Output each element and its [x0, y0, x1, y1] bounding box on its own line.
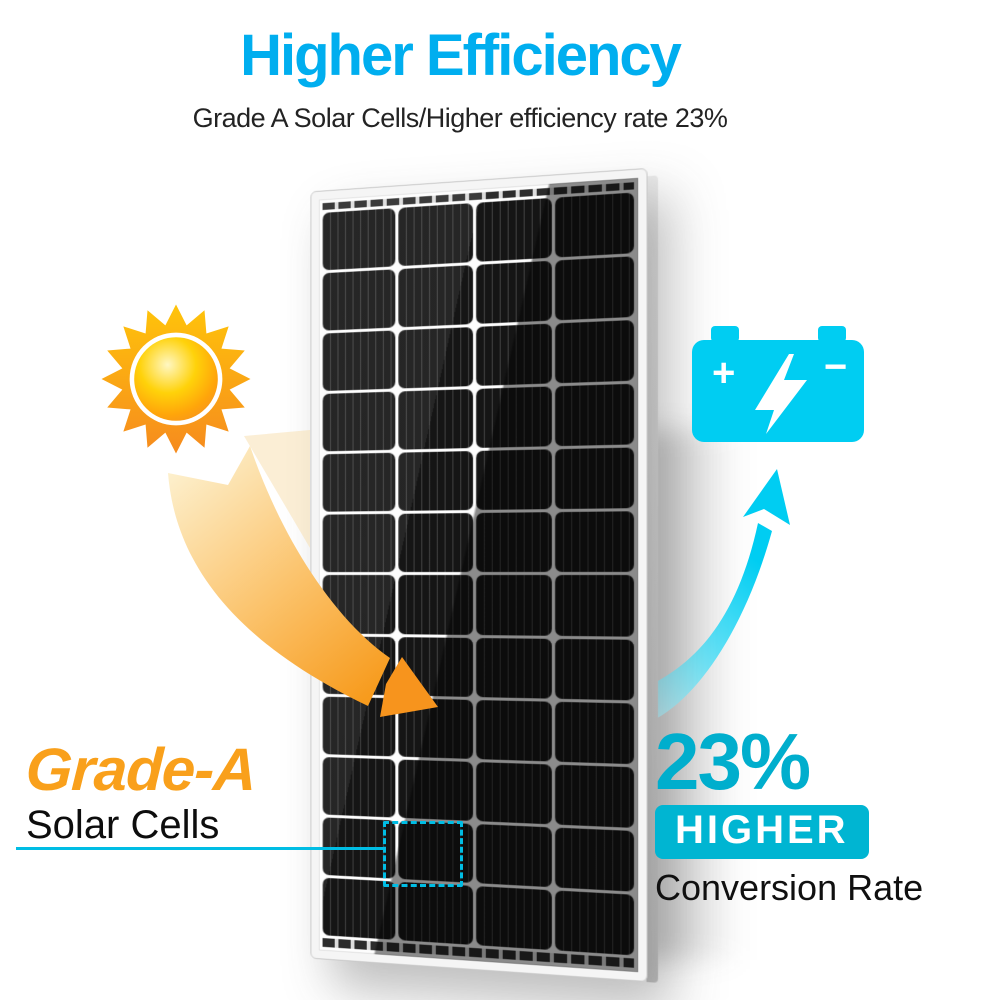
- solar-cell: [322, 208, 396, 271]
- solar-cell: [475, 637, 553, 699]
- solar-cell: [475, 699, 553, 762]
- solar-cell: [475, 575, 553, 636]
- solar-cell: [475, 449, 553, 511]
- sun-disc: [134, 337, 218, 421]
- solar-cell: [322, 330, 396, 392]
- solar-cell: [397, 327, 473, 389]
- solar-cell: [397, 759, 473, 821]
- sun-beam: [244, 430, 310, 548]
- conversion-callout: 23% HIGHER Conversion Rate: [655, 722, 923, 909]
- battery-terminal-positive: [711, 326, 739, 342]
- conversion-rate-label: Conversion Rate: [655, 867, 924, 908]
- solar-cell: [555, 890, 634, 956]
- solar-cell: [555, 192, 634, 258]
- higher-badge: HIGHER: [655, 805, 869, 859]
- battery-minus-sign: −: [824, 345, 847, 389]
- sun-to-panel-arrow-icon: [168, 430, 438, 717]
- solar-cell: [555, 511, 634, 573]
- solar-cell: [555, 447, 634, 510]
- solar-cell: [475, 823, 553, 888]
- solar-cell: [475, 260, 553, 325]
- solar-cells-label: Solar Cells: [26, 803, 220, 847]
- page-subtitle: Grade A Solar Cells/Higher efficiency ra…: [192, 103, 728, 133]
- grade-a-heading: Grade-A: [24, 736, 258, 803]
- solar-cell: [397, 203, 473, 267]
- lightning-bolt-icon: [755, 354, 807, 434]
- header: Higher Efficiency Grade A Solar Cells/Hi…: [0, 22, 920, 134]
- solar-cell: [475, 386, 553, 449]
- solar-cell: [555, 701, 634, 764]
- solar-cell: [475, 323, 553, 387]
- highlight-connector-line: [16, 847, 384, 850]
- page-title: Higher Efficiency: [240, 23, 682, 88]
- percent-value: 23%: [655, 717, 811, 806]
- battery-terminal-negative: [818, 326, 846, 342]
- solar-cell: [555, 383, 634, 447]
- sun-icon: [101, 304, 251, 454]
- solar-cell: [555, 638, 634, 701]
- solar-cell: [555, 575, 634, 637]
- solar-cell: [555, 764, 634, 828]
- cell-highlight-box: [383, 821, 463, 887]
- solar-cell: [322, 756, 396, 818]
- solar-cell: [555, 256, 634, 321]
- battery-plus-sign: +: [712, 351, 735, 395]
- grade-a-callout: Grade-A Solar Cells: [24, 736, 258, 847]
- solar-cell: [555, 827, 634, 892]
- solar-cell: [322, 269, 396, 331]
- solar-cell: [397, 265, 473, 328]
- solar-cell: [475, 197, 553, 262]
- solar-cell: [555, 320, 634, 384]
- solar-cell: [475, 512, 553, 573]
- solar-cell: [475, 761, 553, 825]
- battery-icon: + −: [692, 326, 864, 442]
- solar-cell: [397, 881, 473, 945]
- solar-cell: [475, 885, 553, 951]
